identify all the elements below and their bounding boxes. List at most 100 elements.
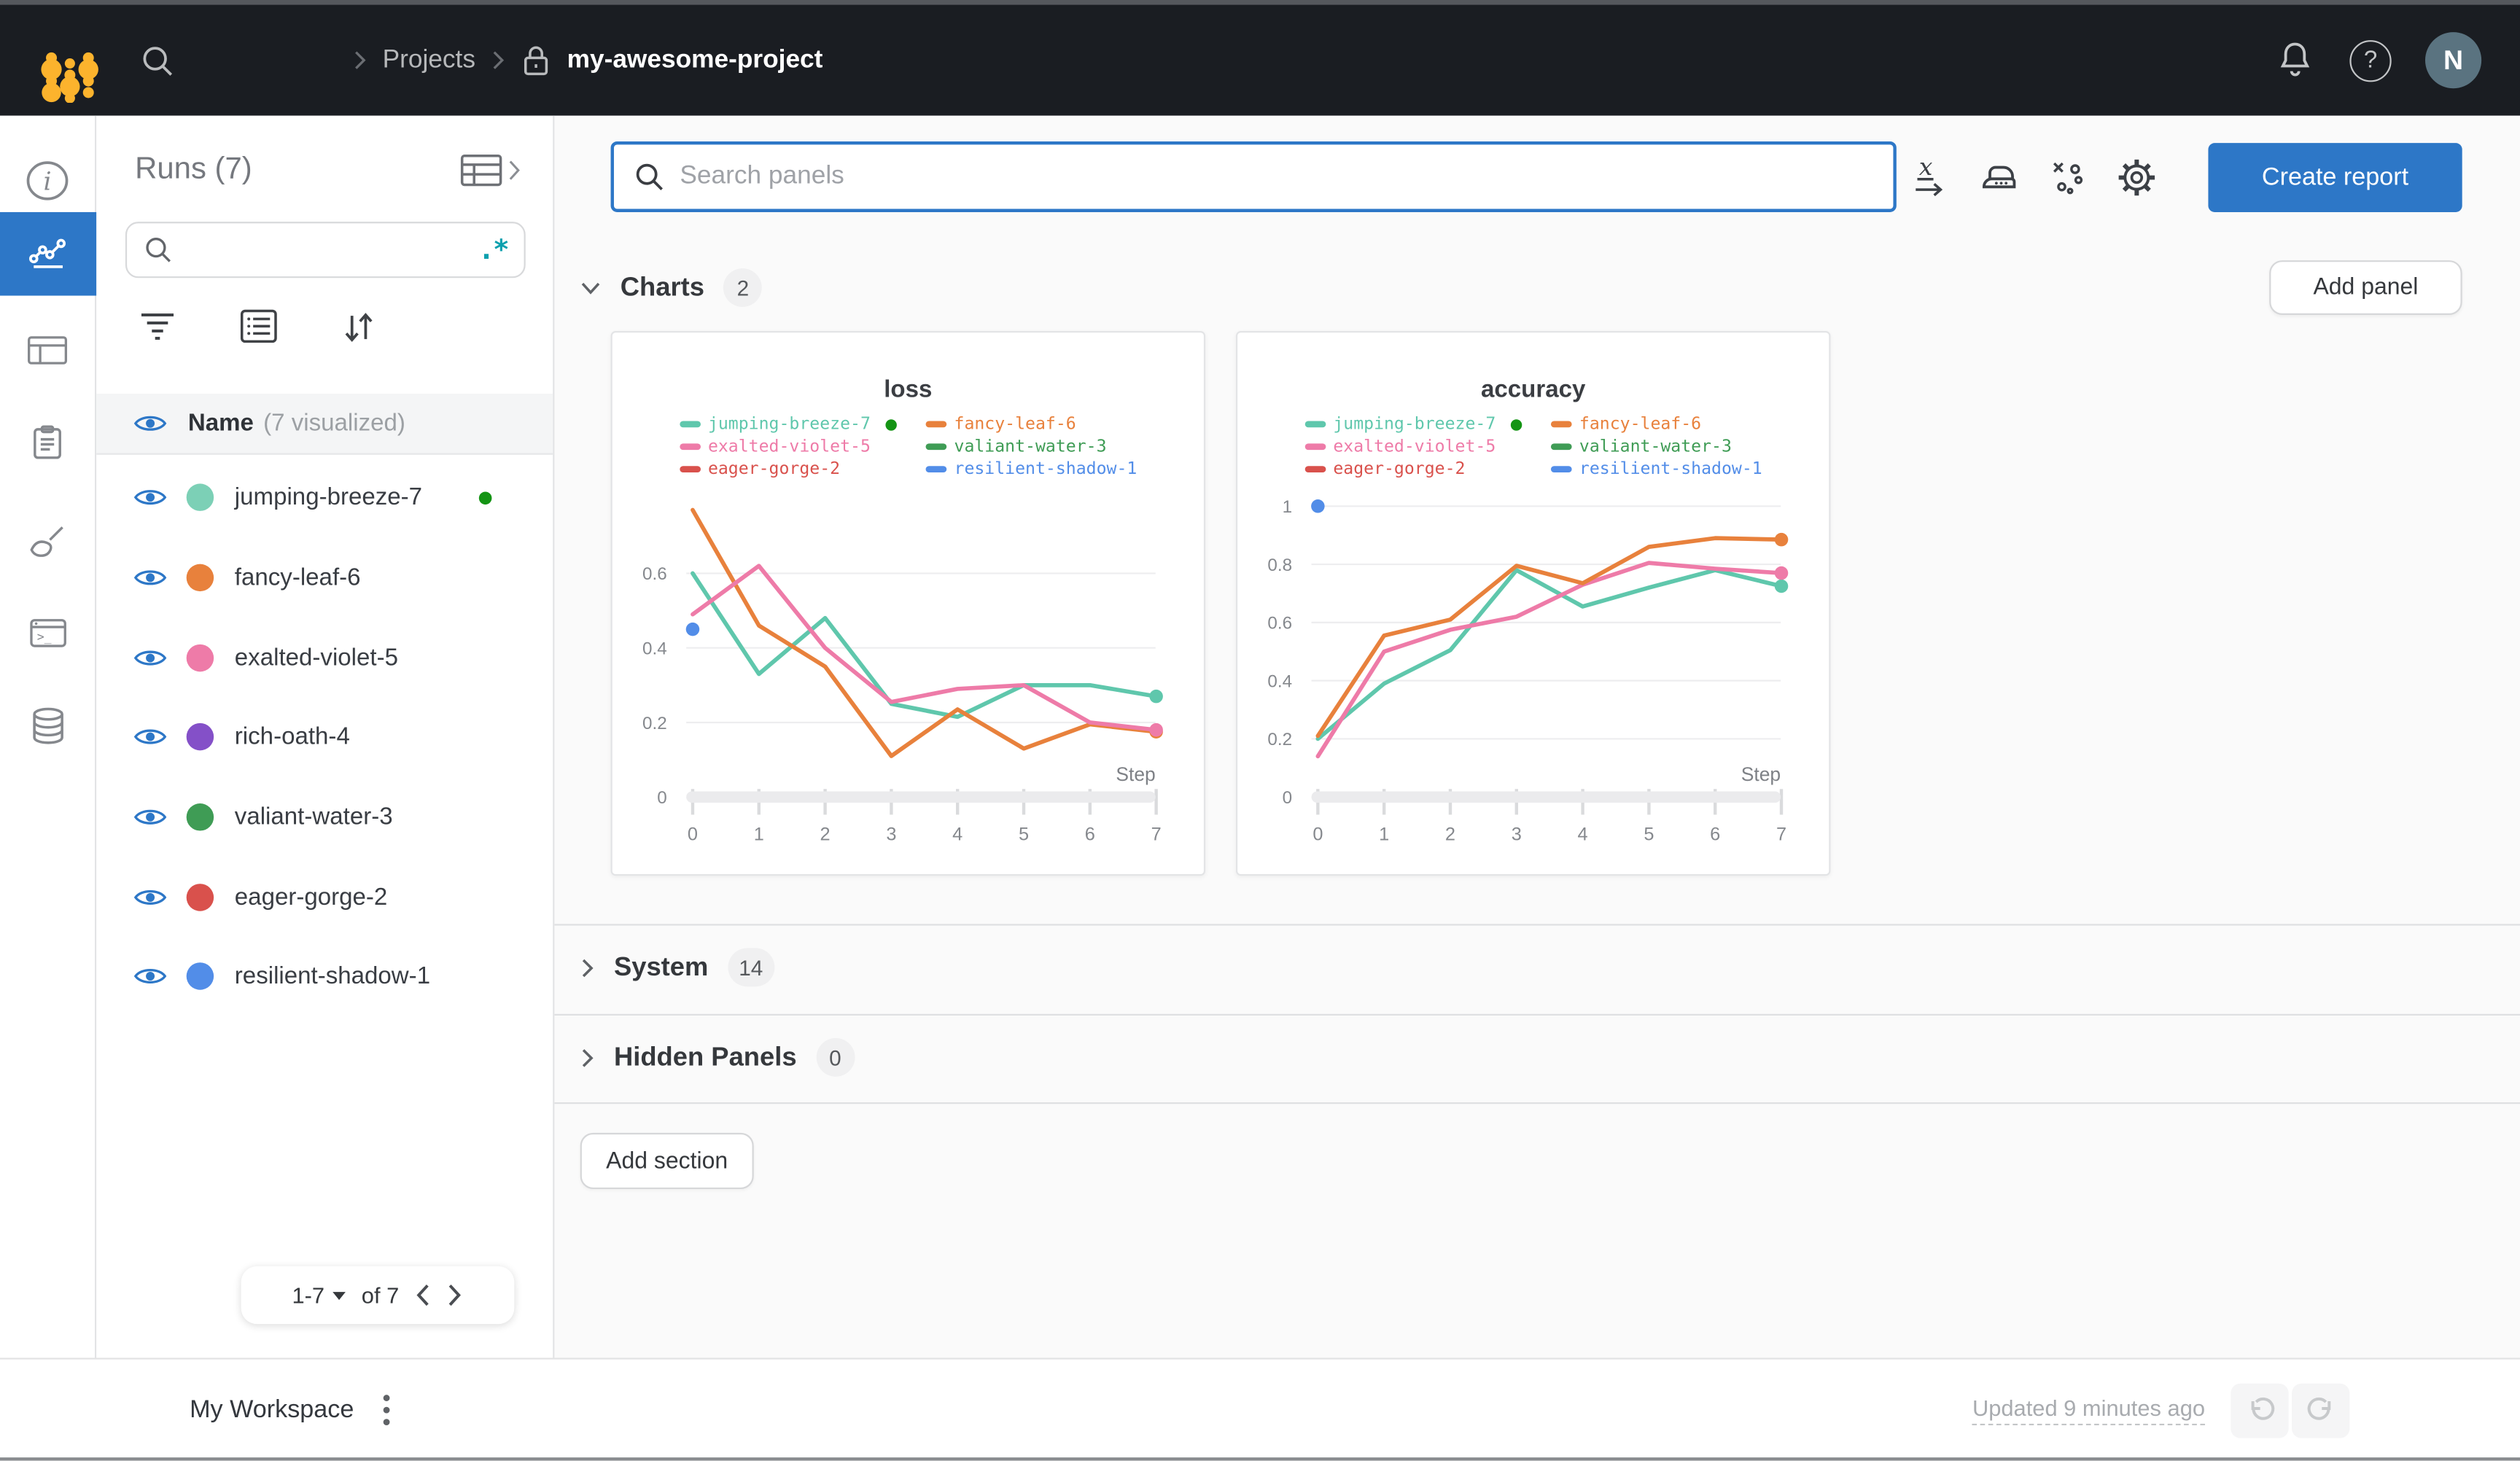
series-exalted-violet-5[interactable] bbox=[691, 564, 1159, 733]
run-row[interactable]: jumping-breeze-7 bbox=[96, 458, 553, 538]
series-jumping-breeze-7[interactable] bbox=[1315, 568, 1784, 741]
eye-icon[interactable] bbox=[133, 805, 167, 829]
legend-item[interactable]: jumping-breeze-7 bbox=[679, 415, 897, 434]
legend-item[interactable]: resilient-shadow-1 bbox=[1550, 459, 1762, 479]
legend-item[interactable]: fancy-leaf-6 bbox=[925, 415, 1137, 434]
runs-pagination: 1-7 of 7 bbox=[241, 1266, 515, 1325]
panel-search-input[interactable] bbox=[680, 162, 1874, 192]
rail-item-workspace[interactable] bbox=[0, 211, 97, 296]
x-tick-label: 4 bbox=[1578, 825, 1588, 845]
avatar[interactable]: N bbox=[2424, 32, 2482, 89]
charts-section-header[interactable]: Charts 2 bbox=[580, 268, 763, 307]
eye-icon[interactable] bbox=[133, 566, 167, 590]
legend-item[interactable]: fancy-leaf-6 bbox=[1550, 415, 1762, 434]
page-range-dropdown[interactable]: 1-7 bbox=[292, 1282, 346, 1308]
redo-button[interactable] bbox=[2292, 1382, 2350, 1438]
notifications-bell-icon[interactable] bbox=[2274, 39, 2316, 82]
eye-icon[interactable] bbox=[133, 725, 167, 749]
regex-toggle-icon[interactable]: .* bbox=[478, 233, 510, 266]
eye-icon[interactable] bbox=[133, 885, 167, 909]
accuracy-plot[interactable]: 0 0.2 0.4 0.6 0.8 1 0 1 2 3 4 5 6 7 Step bbox=[1237, 488, 1832, 874]
eye-icon[interactable] bbox=[133, 486, 167, 510]
series-point-resilient-shadow-1[interactable] bbox=[1311, 499, 1325, 513]
rail-item-overview[interactable]: i bbox=[0, 139, 95, 222]
series-endpoint[interactable] bbox=[1774, 566, 1789, 580]
run-row[interactable]: rich-oath-4 bbox=[96, 698, 553, 778]
runs-search-input[interactable] bbox=[186, 237, 478, 263]
run-name[interactable]: resilient-shadow-1 bbox=[234, 963, 431, 991]
run-name[interactable]: exalted-violet-5 bbox=[234, 644, 398, 671]
series-fancy-leaf-6[interactable] bbox=[1315, 536, 1784, 739]
x-axis-band[interactable] bbox=[686, 791, 1156, 803]
series-endpoint[interactable] bbox=[1774, 579, 1789, 593]
prev-page-icon[interactable] bbox=[415, 1282, 431, 1308]
series-fancy-leaf-6[interactable] bbox=[691, 507, 1159, 758]
rail-item-sweeps[interactable] bbox=[0, 499, 95, 583]
eye-icon[interactable] bbox=[133, 411, 167, 435]
series-point-resilient-shadow-1[interactable] bbox=[685, 622, 700, 636]
rail-item-terminal[interactable]: >_ bbox=[0, 591, 95, 675]
line-chart-icon bbox=[29, 238, 66, 268]
legend-item[interactable]: jumping-breeze-7 bbox=[1304, 415, 1522, 434]
series-endpoint[interactable] bbox=[1774, 532, 1789, 547]
legend-item[interactable]: resilient-shadow-1 bbox=[925, 459, 1137, 479]
series-endpoint[interactable] bbox=[1149, 722, 1163, 737]
rail-item-logs[interactable] bbox=[0, 402, 95, 486]
breadcrumb-project-name[interactable]: my-awesome-project bbox=[567, 45, 823, 74]
runs-name-header[interactable]: Name (7 visualized) bbox=[96, 394, 553, 455]
series-exalted-violet-5[interactable] bbox=[1315, 561, 1784, 759]
loss-plot[interactable]: 0 0.2 0.4 0.6 0 1 2 3 4 5 6 7 Step bbox=[612, 488, 1208, 874]
kebab-menu-icon[interactable] bbox=[383, 1393, 391, 1427]
run-row[interactable]: fancy-leaf-6 bbox=[96, 538, 553, 618]
legend-item[interactable]: eager-gorge-2 bbox=[679, 459, 896, 479]
x-axis-settings-icon[interactable]: x bbox=[1909, 155, 1951, 200]
add-section-button[interactable]: Add section bbox=[580, 1132, 754, 1190]
run-name[interactable]: rich-oath-4 bbox=[234, 723, 350, 752]
legend-item[interactable]: exalted-violet-5 bbox=[1304, 437, 1522, 456]
gear-icon[interactable] bbox=[2115, 155, 2159, 199]
chevron-right-icon[interactable] bbox=[580, 1047, 595, 1068]
series-jumping-breeze-7[interactable] bbox=[691, 571, 1159, 720]
y-tick-label: 0.2 bbox=[642, 714, 667, 733]
breadcrumb-projects[interactable]: Projects bbox=[382, 45, 475, 74]
eye-icon[interactable] bbox=[133, 645, 167, 669]
series-endpoint[interactable] bbox=[1149, 689, 1163, 704]
legend-run-name: exalted-violet-5 bbox=[707, 437, 871, 456]
rail-item-artifacts[interactable] bbox=[0, 685, 95, 768]
outliers-icon[interactable] bbox=[2048, 157, 2088, 197]
eye-icon[interactable] bbox=[133, 965, 167, 989]
list-settings-icon[interactable] bbox=[239, 308, 278, 343]
filter-icon[interactable] bbox=[140, 308, 175, 343]
next-page-icon[interactable] bbox=[447, 1282, 463, 1308]
hidden-panels-section-header[interactable]: Hidden Panels 0 bbox=[580, 1037, 855, 1077]
x-axis-band[interactable] bbox=[1311, 791, 1781, 803]
global-search-icon[interactable] bbox=[139, 41, 177, 79]
legend-item[interactable]: eager-gorge-2 bbox=[1304, 459, 1522, 479]
legend-item[interactable]: valiant-water-3 bbox=[1550, 437, 1762, 456]
expand-runs-table-button[interactable] bbox=[459, 152, 521, 187]
sort-icon[interactable] bbox=[339, 308, 378, 347]
run-name[interactable]: eager-gorge-2 bbox=[234, 883, 388, 911]
panel-accuracy[interactable]: accuracy jumping-breeze-7 fancy-leaf-6 exal… bbox=[1235, 331, 1832, 876]
run-row[interactable]: valiant-water-3 bbox=[96, 777, 553, 857]
help-icon[interactable]: ? bbox=[2349, 39, 2392, 82]
add-panel-button[interactable]: Add panel bbox=[2269, 260, 2462, 316]
chevron-right-icon[interactable] bbox=[580, 957, 595, 978]
panel-loss[interactable]: loss jumping-breeze-7 fancy-leaf-6 exalted-… bbox=[610, 331, 1208, 876]
legend-item[interactable]: exalted-violet-5 bbox=[679, 437, 896, 456]
system-section-header[interactable]: System 14 bbox=[580, 948, 774, 987]
workspace-name[interactable]: My Workspace bbox=[190, 1395, 354, 1423]
run-row[interactable]: resilient-shadow-1 bbox=[96, 937, 553, 1017]
undo-button[interactable] bbox=[2231, 1382, 2289, 1438]
create-report-button[interactable]: Create report bbox=[2208, 143, 2462, 212]
chevron-down-icon[interactable] bbox=[580, 281, 602, 295]
rail-item-runs-table[interactable] bbox=[0, 308, 95, 392]
run-name[interactable]: fancy-leaf-6 bbox=[234, 564, 361, 592]
run-row[interactable]: exalted-violet-5 bbox=[96, 617, 553, 698]
smoothing-iron-icon[interactable] bbox=[1978, 156, 2020, 198]
run-name[interactable]: valiant-water-3 bbox=[234, 803, 393, 831]
legend-item[interactable]: valiant-water-3 bbox=[925, 437, 1137, 456]
wandb-logo[interactable] bbox=[23, 18, 100, 102]
run-row[interactable]: eager-gorge-2 bbox=[96, 857, 553, 938]
run-name[interactable]: jumping-breeze-7 bbox=[234, 484, 423, 512]
